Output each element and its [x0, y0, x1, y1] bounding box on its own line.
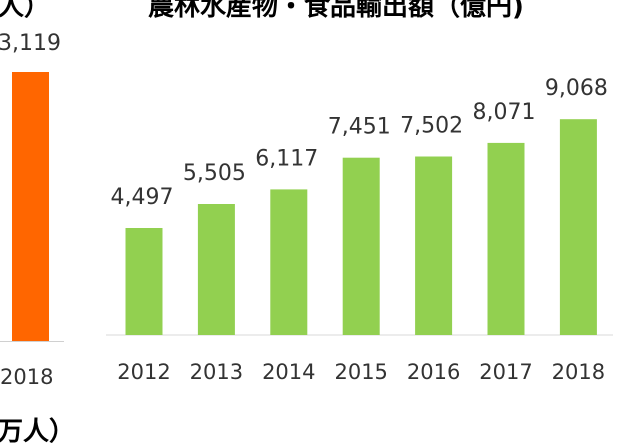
category-label-2016: 2016 — [407, 360, 460, 384]
value-label-2015: 7,451 — [328, 115, 391, 140]
category-label-2015: 2015 — [334, 360, 387, 384]
left-chart-unit-fragment: 万人） — [0, 417, 76, 447]
bar-2013 — [197, 204, 235, 335]
category-label-2013: 2013 — [190, 360, 243, 384]
value-label-2016: 7,502 — [400, 114, 463, 139]
export-chart-title: 農林水産物・食品輸出額（億円) — [148, 0, 524, 22]
value-label-2014: 6,117 — [255, 146, 318, 171]
value-label-2012: 4,497 — [111, 185, 174, 210]
bar-2012 — [125, 228, 163, 335]
category-label-2014: 2014 — [262, 360, 315, 384]
left-chart-axis — [0, 341, 64, 342]
bar-2018 — [559, 119, 597, 335]
bar-2014 — [270, 189, 308, 335]
category-label-2018: 2018 — [552, 360, 605, 384]
value-label-2013: 5,505 — [183, 161, 246, 186]
category-label-2012: 2012 — [117, 360, 170, 384]
value-label-2017: 8,071 — [473, 100, 536, 125]
bar-2017 — [487, 142, 525, 335]
category-label-2017: 2017 — [479, 360, 532, 384]
left-chart-year-label: 2018 — [0, 365, 54, 389]
bar-2016 — [415, 156, 453, 335]
left-chart-bar — [12, 72, 49, 342]
bar-2015 — [342, 157, 380, 335]
left-chart-title-fragment: 人） — [0, 0, 51, 22]
value-label-2018: 9,068 — [545, 76, 608, 101]
left-chart-value-label: 3,119 — [0, 31, 61, 56]
